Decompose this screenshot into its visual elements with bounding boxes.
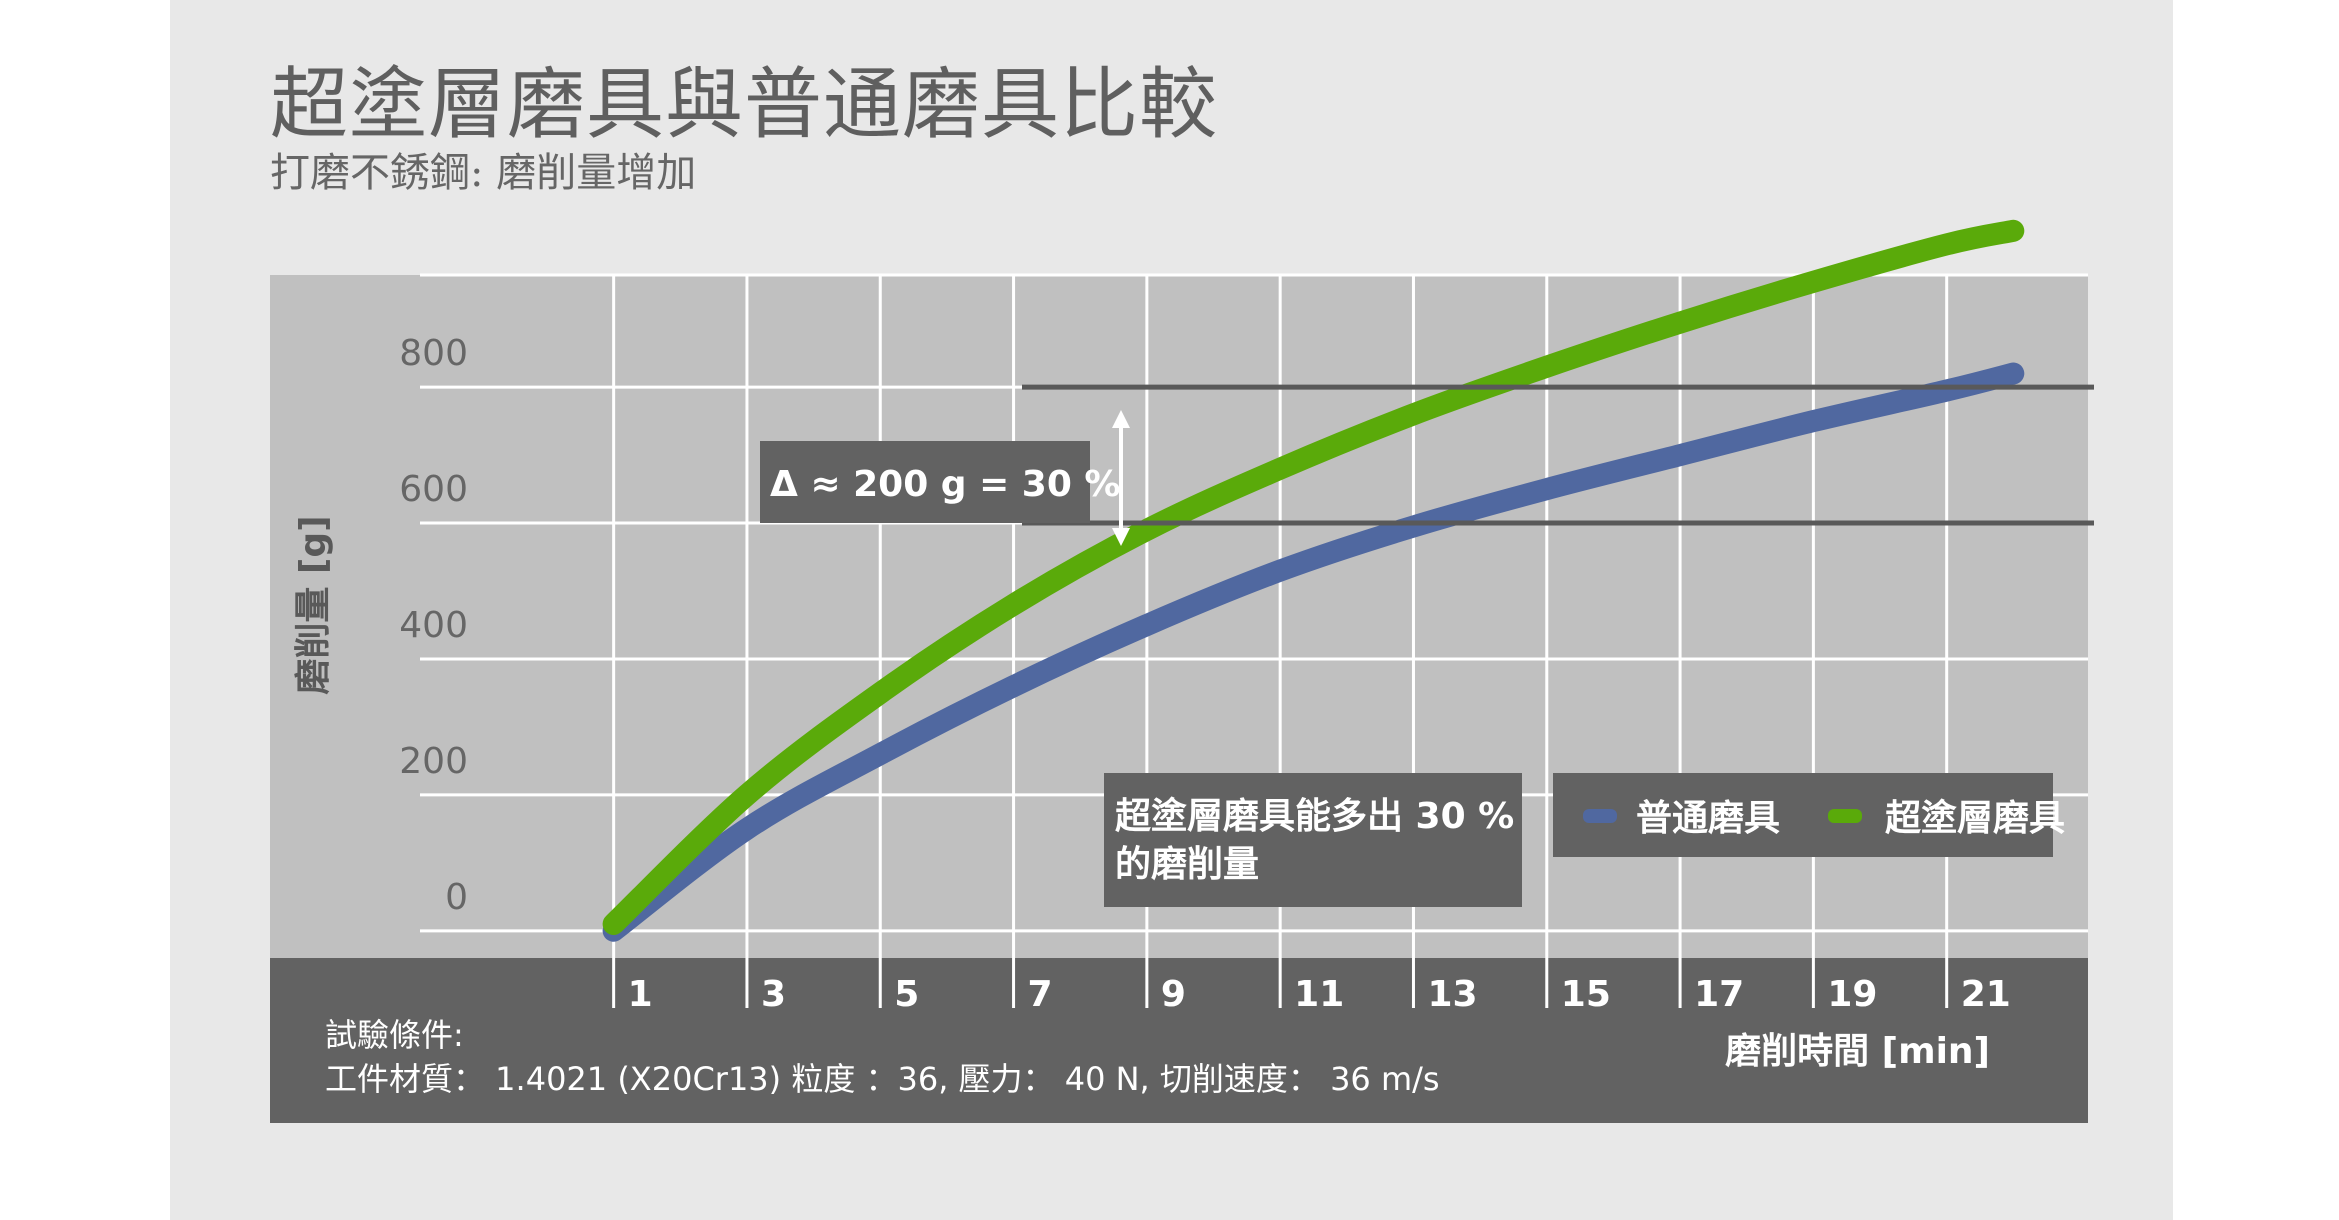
x-tick-label: 3 <box>761 974 786 1015</box>
series-line-super-coated <box>602 219 2025 935</box>
y-tick-label: 800 <box>399 333 468 374</box>
test-conditions-detail: 工件材質： 1.4021 (X20Cr13) 粒度 ：36, 壓力： 40 N,… <box>325 1060 1440 1098</box>
legend-label-super-coated: 超塗層磨具 <box>1885 797 2065 839</box>
delta-arrow <box>1112 410 1130 546</box>
y-axis-label: 磨削量 [g] <box>293 515 334 694</box>
x-tick-label: 9 <box>1161 974 1186 1015</box>
test-conditions-heading: 試驗條件: <box>325 1016 464 1054</box>
x-tick-label: 11 <box>1294 974 1344 1015</box>
page-title: 超塗層磨具與普通磨具比較 <box>270 60 1219 150</box>
x-tick-label: 15 <box>1561 974 1611 1015</box>
legend-box <box>1553 773 2053 857</box>
x-tick-label: 21 <box>1961 974 2011 1015</box>
legend-label-conventional: 普通磨具 <box>1636 798 1780 839</box>
gain-annotation-box <box>1104 773 1522 907</box>
footer-band <box>270 958 2088 1123</box>
x-tick-label: 19 <box>1827 974 1877 1015</box>
delta-annotation: Δ ≈ 200 g = 30 % <box>760 441 1120 523</box>
reference-lines <box>1022 384 2094 526</box>
series-line-conventional <box>602 362 2025 942</box>
x-tick-label: 5 <box>894 974 919 1015</box>
x-tick-label: 7 <box>1028 974 1053 1015</box>
arrow-head-up <box>1112 410 1130 428</box>
x-axis-label: 磨削時間 [min] <box>1725 1031 1990 1072</box>
delta-annotation-text: Δ ≈ 200 g = 30 % <box>770 464 1120 505</box>
y-tick-label: 200 <box>399 741 468 782</box>
legend: 普通磨具 超塗層磨具 <box>1553 773 2065 857</box>
x-axis-ticks: 1 3 5 7 9 11 13 15 17 19 21 <box>612 958 2011 1015</box>
legend-swatch-super-coated <box>1828 809 1862 823</box>
arrow-head-down <box>1112 528 1130 546</box>
y-tick-label: 0 <box>445 877 468 918</box>
x-tick-label: 17 <box>1694 974 1744 1015</box>
gain-annotation: 超塗層磨具能多出 30 % 的磨削量 <box>1104 773 1522 907</box>
x-tick-label: 13 <box>1427 974 1477 1015</box>
gain-annotation-line-1: 超塗層磨具能多出 30 % <box>1115 795 1514 837</box>
x-tick-label: 1 <box>628 974 653 1015</box>
legend-swatch-conventional <box>1583 809 1617 823</box>
y-tick-label: 600 <box>399 469 468 510</box>
delta-annotation-box <box>760 441 1090 523</box>
series-group <box>602 219 2025 942</box>
y-axis-ticks: 0 200 400 600 800 <box>399 333 468 918</box>
gain-annotation-line-2: 的磨削量 <box>1115 844 1259 885</box>
y-tick-label: 400 <box>399 605 468 646</box>
page-subtitle: 打磨不銹鋼: 磨削量增加 <box>270 150 697 196</box>
